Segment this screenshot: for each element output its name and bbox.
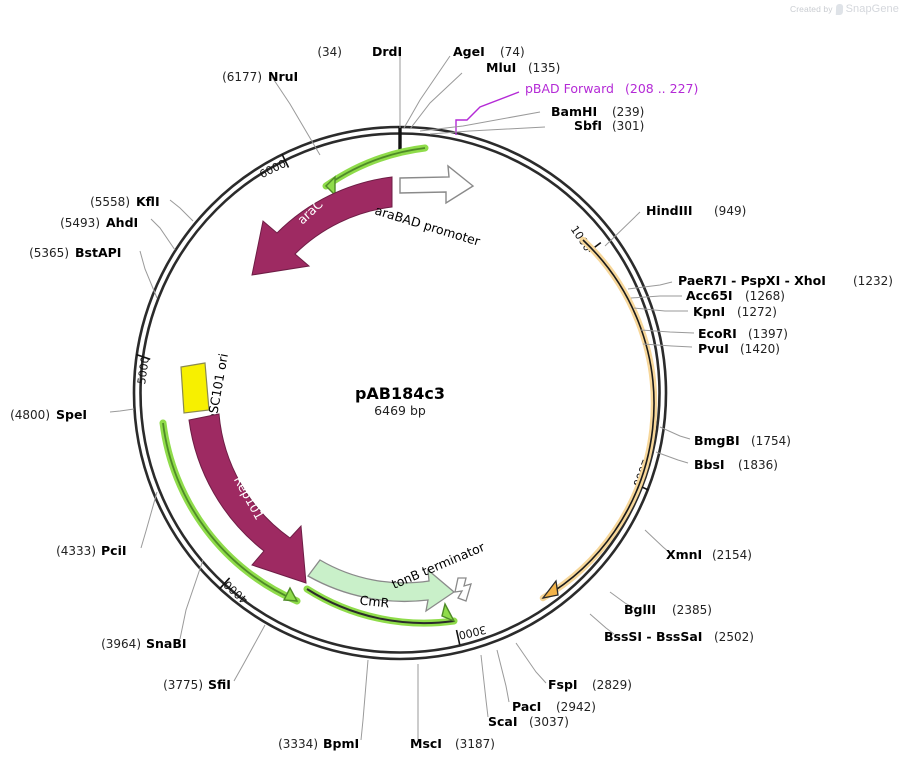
site-pos-paci: (2942)	[556, 700, 596, 714]
snapgene-watermark: Created by SnapGene	[790, 3, 899, 15]
primer-pbad-forward[interactable]: pBAD Forward (208 .. 227)	[455, 81, 698, 135]
site-name-mlui[interactable]: MluI	[486, 60, 516, 75]
site-name-paci[interactable]: PacI	[512, 699, 541, 714]
site-pos-bstapi: (5365)	[29, 246, 69, 260]
watermark-brand: SnapGene	[845, 3, 899, 15]
site-name-bamhi[interactable]: BamHI	[551, 104, 597, 119]
site-name-xmni[interactable]: XmnI	[666, 547, 702, 562]
leader-lines	[109, 55, 695, 741]
site-pos-bpmi: (3334)	[278, 737, 318, 751]
site-name-ecori[interactable]: EcoRI	[698, 326, 737, 341]
site-name-nrui[interactable]: NruI	[268, 69, 298, 84]
feature-label-cmr: CmR	[359, 593, 390, 611]
site-name-bpmi[interactable]: BpmI	[323, 736, 359, 751]
feature-orf-orange[interactable]	[539, 236, 658, 602]
site-name-drdi[interactable]: DrdI	[372, 44, 402, 59]
tick-label-3000: 3000	[457, 623, 487, 642]
site-name-kpni[interactable]: KpnI	[693, 304, 725, 319]
feature-arac[interactable]: araC	[251, 144, 429, 276]
site-pos-hindiii: (949)	[714, 204, 746, 218]
watermark-prefix: Created by	[790, 4, 833, 14]
site-name-msci[interactable]: MscI	[410, 736, 442, 751]
site-name-spei[interactable]: SpeI	[56, 407, 87, 422]
site-labels-right: HindIII (949) PaeR7I - PspXI - XhoI (123…	[604, 203, 893, 644]
site-name-bmgbi[interactable]: BmgBI	[694, 433, 740, 448]
site-labels-top: (34) DrdI AgeI (74) MluI (135) BamHI (23…	[317, 44, 644, 133]
site-name-scai[interactable]: ScaI	[488, 714, 518, 729]
site-pos-spei: (4800)	[10, 408, 50, 422]
site-pos-sfii: (3775)	[163, 678, 203, 692]
site-name-bbsi[interactable]: BbsI	[694, 457, 725, 472]
snapgene-logo-icon	[835, 3, 843, 15]
feature-label-psc101-ori: pSC101 ori	[204, 352, 231, 422]
site-name-sbfi[interactable]: SbfI	[574, 118, 602, 133]
primer-label-pbad-forward: pBAD Forward	[525, 81, 614, 96]
feature-psc101-ori[interactable]: pSC101 ori	[180, 352, 231, 423]
site-name-acc65i[interactable]: Acc65I	[686, 288, 733, 303]
site-pos-sbfi: (301)	[612, 119, 644, 133]
site-pos-fspi: (2829)	[592, 678, 632, 692]
site-pos-paer7i-pspxi-xhoi: (1232)	[853, 274, 893, 288]
site-name-sfii[interactable]: SfiI	[208, 677, 231, 692]
site-name-pcii[interactable]: PciI	[101, 543, 127, 558]
feature-label-arabad-promoter: araBAD promoter	[373, 203, 483, 250]
site-name-fspi[interactable]: FspI	[548, 677, 578, 692]
site-labels-left: (4333) PciI (4800) SpeI (5365) BstAPI (5…	[10, 69, 298, 558]
site-name-agei[interactable]: AgeI	[453, 44, 485, 59]
site-pos-bglii: (2385)	[672, 603, 712, 617]
site-pos-xmni: (2154)	[712, 548, 752, 562]
site-pos-agei: (74)	[500, 45, 525, 59]
site-pos-bmgbi: (1754)	[751, 434, 791, 448]
site-pos-bsssi-bsssai: (2502)	[714, 630, 754, 644]
site-pos-bamhi: (239)	[612, 105, 644, 119]
site-name-pvui[interactable]: PvuI	[698, 341, 729, 356]
site-pos-nrui: (6177)	[222, 70, 262, 84]
site-pos-snabi: (3964)	[101, 637, 141, 651]
site-pos-acc65i: (1268)	[745, 289, 785, 303]
site-pos-mlui: (135)	[528, 61, 560, 75]
primer-range-pbad-forward: (208 .. 227)	[625, 81, 698, 96]
site-pos-pvui: (1420)	[740, 342, 780, 356]
site-name-paer7i-pspxi-xhoi[interactable]: PaeR7I - PspXI - XhoI	[678, 273, 826, 288]
site-pos-bbsi: (1836)	[738, 458, 778, 472]
site-pos-kfli: (5558)	[90, 195, 130, 209]
site-pos-msci: (3187)	[455, 737, 495, 751]
feature-cmr[interactable]: CmR	[303, 559, 458, 627]
site-name-bstapi[interactable]: BstAPI	[75, 245, 121, 260]
site-name-ahdi[interactable]: AhdI	[106, 215, 138, 230]
site-pos-ahdi: (5493)	[60, 216, 100, 230]
site-name-kfli[interactable]: KflI	[136, 194, 160, 209]
site-pos-ecori: (1397)	[748, 327, 788, 341]
feature-rep101[interactable]: Rep101	[159, 413, 307, 605]
site-name-hindiii[interactable]: HindIII	[646, 203, 693, 218]
site-pos-kpni: (1272)	[737, 305, 777, 319]
tick-label-5000: 5000	[135, 356, 152, 386]
site-name-bglii[interactable]: BglII	[624, 602, 656, 617]
plasmid-center-label: pAB184c3 6469 bp	[355, 384, 445, 418]
site-pos-scai: (3037)	[529, 715, 569, 729]
site-pos-pcii: (4333)	[56, 544, 96, 558]
site-name-snabi[interactable]: SnaBI	[146, 636, 187, 651]
plasmid-size: 6469 bp	[374, 403, 426, 418]
site-name-bsssi-bsssai[interactable]: BssSI - BssSaI	[604, 629, 702, 644]
site-pos-drdi: (34)	[317, 45, 342, 59]
plasmid-name: pAB184c3	[355, 384, 445, 403]
site-labels-bottom: FspI (2829) PacI (2942) ScaI (3037) MscI…	[101, 636, 632, 751]
